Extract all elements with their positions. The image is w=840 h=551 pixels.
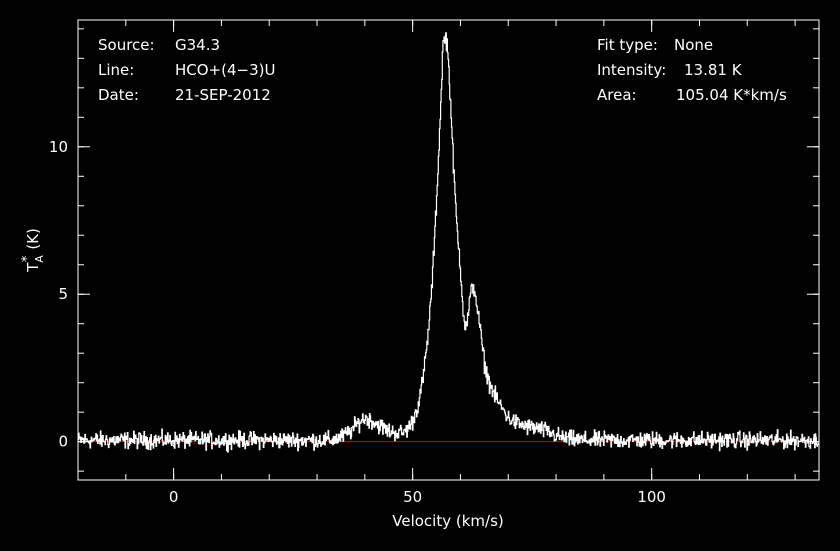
y-tick-label: 10 (49, 138, 68, 156)
line-value: HCO+(4−3)U (175, 61, 275, 79)
y-ticks: 0 5 10 (49, 28, 819, 472)
info-panel-left: Source: G34.3 Line: HCO+(4−3)U Date: 21-… (98, 36, 275, 104)
date-key: Date: (98, 86, 139, 104)
svg-text:TA*(K): TA* (K) (20, 228, 46, 273)
x-ticks: 0 50 100 (77, 20, 796, 506)
x-tick-label: 0 (169, 488, 179, 506)
y-tick-label: 5 (58, 285, 68, 303)
x-tick-label: 50 (403, 488, 422, 506)
source-key: Source: (98, 36, 155, 54)
x-axis-label: Velocity (km/s) (392, 512, 503, 530)
y-axis-label-sup: * (20, 255, 35, 262)
source-value: G34.3 (175, 36, 220, 54)
intensity-value: 13.81 K (684, 61, 743, 79)
area-key: Area: (597, 86, 637, 104)
y-axis-label-unit: (K) (24, 228, 42, 250)
y-axis-label: TA* (K) (20, 228, 46, 273)
area-value: 105.04 K*km/s (676, 86, 787, 104)
y-axis-label-main: T (24, 262, 42, 273)
x-tick-label: 100 (637, 488, 666, 506)
date-value: 21-SEP-2012 (175, 86, 271, 104)
y-axis-label-sub: A (33, 255, 46, 263)
fit-type-key: Fit type: (597, 36, 658, 54)
fit-type-value: None (674, 36, 713, 54)
intensity-key: Intensity: (597, 61, 666, 79)
spectrum-line (78, 32, 820, 453)
line-key: Line: (98, 61, 134, 79)
plot-frame (77, 19, 820, 481)
info-panel-right: Fit type: None Intensity: 13.81 K Area: … (597, 36, 787, 104)
y-tick-label: 0 (58, 433, 68, 451)
